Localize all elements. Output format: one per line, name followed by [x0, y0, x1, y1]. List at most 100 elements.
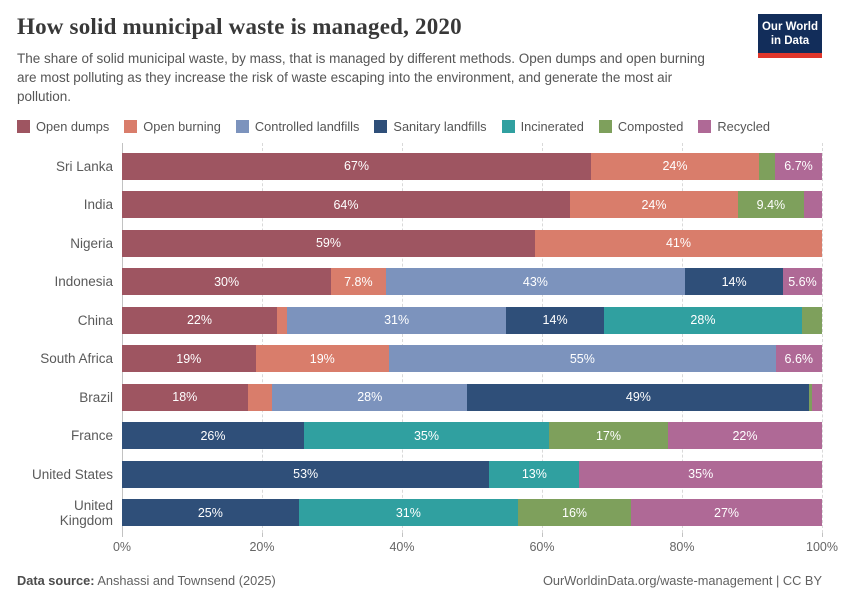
- segment-value-label: 59%: [315, 236, 342, 251]
- bar-segment-composted[interactable]: [809, 383, 813, 411]
- axis-tick-mark: [542, 533, 543, 537]
- segment-value-label: 9.4%: [756, 197, 786, 212]
- footer: Data source: Anshassi and Townsend (2025…: [17, 573, 822, 588]
- legend-label: Sanitary landfills: [393, 119, 487, 134]
- chart-row-south-africa: South Africa 19% 19% 55% 6.6%: [17, 340, 822, 379]
- segment-value-label: 53%: [293, 467, 319, 482]
- segment-value-label: 6.6%: [784, 351, 814, 366]
- segment-value-label: 17%: [595, 428, 622, 443]
- legend-swatch-icon: [698, 120, 712, 133]
- bar-segment-composted[interactable]: 17%: [549, 422, 668, 450]
- country-label: South Africa: [40, 351, 113, 367]
- owid-logo[interactable]: Our World in Data: [758, 14, 822, 58]
- country-label: China: [77, 312, 113, 328]
- axis-tick-mark: [402, 533, 403, 537]
- bar-segment-recycled[interactable]: 27%: [631, 499, 822, 527]
- bar-track: 19% 19% 55% 6.6%: [122, 345, 822, 373]
- data-source-label: Data source:: [17, 573, 95, 588]
- bar-segment-sanitary-landfills[interactable]: 14%: [505, 306, 605, 334]
- bar-segment-recycled[interactable]: 22%: [668, 422, 822, 450]
- stacked-bar-chart: Sri Lanka 67% 24% 6.7% India 64% 24% 9.4% Nigeri…: [17, 143, 838, 558]
- bar-segment-composted[interactable]: [801, 306, 822, 334]
- legend-swatch-icon: [501, 120, 515, 133]
- bar-segment-open-burning[interactable]: [247, 383, 273, 411]
- bar-segment-open-burning[interactable]: 7.8%: [331, 268, 386, 296]
- bar-segment-sanitary-landfills[interactable]: 25%: [122, 499, 299, 527]
- bar-segment-open-dumps[interactable]: 19%: [122, 345, 256, 373]
- bar-segment-recycled[interactable]: [812, 383, 822, 411]
- bar-segment-sanitary-landfills[interactable]: 26%: [122, 422, 304, 450]
- bar-segment-recycled[interactable]: 5.6%: [782, 268, 822, 296]
- country-label: United Kingdom: [59, 497, 113, 528]
- chart-row-france: France 26% 35% 17% 22%: [17, 417, 822, 456]
- legend-label: Composted: [617, 119, 684, 134]
- bar-segment-recycled[interactable]: [803, 191, 822, 219]
- legend-item-controlled-landfills[interactable]: Controlled landfills: [235, 119, 359, 134]
- bar-segment-controlled-landfills[interactable]: 43%: [385, 268, 686, 296]
- page-title: How solid municipal waste is managed, 20…: [17, 14, 462, 39]
- segment-value-label: 67%: [343, 159, 370, 174]
- legend-item-incinerated[interactable]: Incinerated: [501, 119, 584, 134]
- segment-value-label: 14%: [542, 313, 568, 328]
- bar-track: 30% 7.8% 43% 14% 5.6%: [122, 268, 822, 296]
- bar-segment-open-dumps[interactable]: 22%: [122, 306, 277, 334]
- legend-label: Incinerated: [520, 119, 584, 134]
- legend: Open dumps Open burning Controlled landfil…: [17, 119, 822, 134]
- legend-item-open-dumps[interactable]: Open dumps: [17, 119, 109, 134]
- segment-value-label: 16%: [562, 505, 588, 520]
- bar-segment-open-burning[interactable]: 24%: [570, 191, 738, 219]
- segment-value-label: 22%: [732, 428, 758, 443]
- bar-segment-open-burning[interactable]: [276, 306, 288, 334]
- segment-value-label: 26%: [200, 428, 226, 443]
- axis-tick-mark: [682, 533, 683, 537]
- segment-value-label: 22%: [186, 313, 212, 328]
- bar-segment-open-dumps[interactable]: 64%: [122, 191, 570, 219]
- data-source-text: Anshassi and Townsend (2025): [94, 573, 276, 588]
- bar-segment-composted[interactable]: 9.4%: [738, 191, 804, 219]
- bar-track: 18% 28% 49%: [122, 383, 822, 411]
- bar-segment-incinerated[interactable]: 28%: [604, 306, 802, 334]
- legend-item-open-burning[interactable]: Open burning: [124, 119, 221, 134]
- legend-item-recycled[interactable]: Recycled: [698, 119, 770, 134]
- gridline: [682, 143, 683, 533]
- chart-row-united-kingdom: United Kingdom 25% 31% 16% 27%: [17, 494, 822, 533]
- bar-segment-open-dumps[interactable]: 30%: [122, 268, 332, 296]
- segment-value-label: 49%: [625, 390, 651, 405]
- axis-tick-label: 60%: [529, 540, 555, 554]
- bar-segment-sanitary-landfills[interactable]: 53%: [122, 460, 490, 488]
- bar-segment-open-burning[interactable]: 19%: [255, 345, 390, 373]
- country-label: Sri Lanka: [55, 158, 113, 174]
- bar-segment-composted[interactable]: 16%: [517, 499, 632, 527]
- segment-value-label: 25%: [197, 505, 223, 520]
- bar-segment-composted[interactable]: [759, 152, 776, 180]
- bar-segment-incinerated[interactable]: 13%: [489, 460, 580, 488]
- bar-segment-open-dumps[interactable]: 59%: [122, 229, 535, 257]
- bar-segment-sanitary-landfills[interactable]: 14%: [685, 268, 783, 296]
- bar-segment-recycled[interactable]: 6.7%: [775, 152, 822, 180]
- bar-segment-controlled-landfills[interactable]: 28%: [272, 383, 468, 411]
- segment-value-label: 64%: [333, 197, 359, 212]
- bar-segment-controlled-landfills[interactable]: 55%: [389, 345, 776, 373]
- axis-tick-label: 0%: [112, 540, 132, 554]
- legend-label: Recycled: [717, 119, 771, 134]
- chart-row-indonesia: Indonesia 30% 7.8% 43% 14% 5.6%: [17, 263, 822, 302]
- bar-segment-open-burning[interactable]: 41%: [535, 229, 822, 257]
- legend-item-sanitary-landfills[interactable]: Sanitary landfills: [374, 119, 487, 134]
- bar-segment-open-dumps[interactable]: 18%: [122, 383, 248, 411]
- country-label: United States: [31, 466, 113, 482]
- bar-segment-controlled-landfills[interactable]: 31%: [287, 306, 506, 334]
- bar-segment-incinerated[interactable]: 35%: [304, 422, 549, 450]
- legend-item-composted[interactable]: Composted: [598, 119, 684, 134]
- bar-segment-open-dumps[interactable]: 67%: [122, 152, 591, 180]
- gridline: [822, 143, 823, 533]
- bar-segment-open-burning[interactable]: 24%: [591, 152, 759, 180]
- country-label: Indonesia: [54, 274, 113, 290]
- bar-segment-recycled[interactable]: 35%: [579, 460, 822, 488]
- axis-tick-mark: [262, 533, 263, 537]
- bar-track: 22% 31% 14% 28%: [122, 306, 822, 334]
- bar-segment-incinerated[interactable]: 31%: [298, 499, 518, 527]
- bar-segment-sanitary-landfills[interactable]: 49%: [467, 383, 810, 411]
- bar-segment-recycled[interactable]: 6.6%: [775, 345, 822, 373]
- chart-row-united-states: United States 53% 13% 35%: [17, 455, 822, 494]
- legend-swatch-icon: [235, 120, 249, 133]
